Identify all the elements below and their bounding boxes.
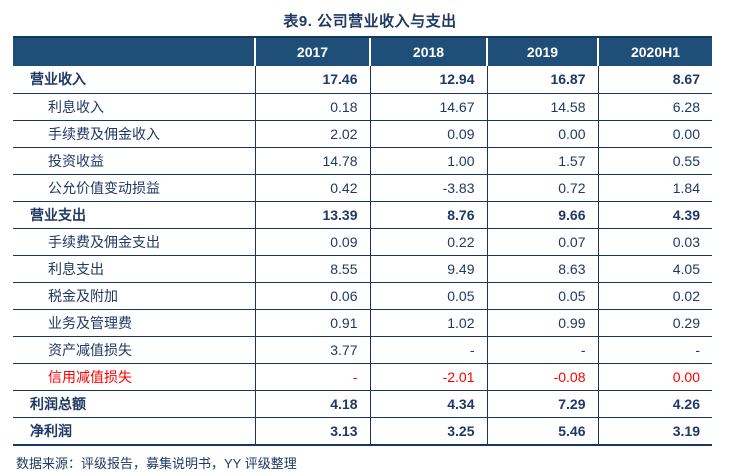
row-label: 手续费及佣金收入 [13,119,255,147]
cell-value: 4.39 [597,200,712,228]
cell-value: 3.77 [254,335,370,363]
table-row-interest-income: 利息收入 0.18 14.67 14.58 6.28 [13,92,712,120]
cell-value: 8.63 [486,254,598,282]
cell-value: -3.83 [369,173,487,201]
cell-value: 0.07 [486,227,598,255]
report-table-page: 表9. 公司营业收入与支出 2017 2018 2019 2020H1 营业收入… [0,10,740,476]
table-row-admin-expense: 业务及管理费 0.91 1.02 0.99 0.29 [13,308,712,336]
cell-value: - [597,335,712,363]
row-label: 资产减值损失 [13,335,255,363]
source-note: 数据来源：评级报告，募集说明书，YY 评级整理 [16,456,297,471]
cell-value: 0.55 [597,146,712,174]
cell-value: 14.78 [254,146,370,174]
cell-value: - [369,335,487,363]
column-header-2018: 2018 [369,38,487,66]
row-label: 信用减值损失 [13,362,255,390]
cell-value: 1.57 [486,146,598,174]
cell-value: 1.84 [597,173,712,201]
cell-value: -2.01 [369,362,487,390]
table-header: 2017 2018 2019 2020H1 [13,38,712,66]
cell-value: 3.13 [254,416,370,444]
cell-value: 14.58 [486,92,598,120]
cell-value: 12.94 [369,66,487,93]
cell-value: 3.25 [369,416,487,444]
cell-value: 0.22 [369,227,487,255]
table-row-fee-commission-expense: 手续费及佣金支出 0.09 0.22 0.07 0.03 [13,227,712,255]
cell-value: 8.67 [597,66,712,93]
cell-value: 0.03 [597,227,712,255]
table-row-fee-commission-income: 手续费及佣金收入 2.02 0.09 0.00 0.00 [13,119,712,147]
cell-value: 0.00 [597,119,712,147]
cell-value: 1.02 [369,308,487,336]
cell-value: 14.67 [369,92,487,120]
cell-value: 8.55 [254,254,370,282]
row-label: 净利润 [13,416,255,444]
row-label: 利润总额 [13,389,255,417]
cell-value: 0.18 [254,92,370,120]
cell-value: 4.05 [597,254,712,282]
table-row-net-profit: 净利润 3.13 3.25 5.46 3.19 [13,416,712,444]
column-header-2019: 2019 [486,38,598,66]
cell-value: 9.49 [369,254,487,282]
cell-value: 3.19 [597,416,712,444]
table-row-interest-expense: 利息支出 8.55 9.49 8.63 4.05 [13,254,712,282]
table-row-operating-expense: 营业支出 13.39 8.76 9.66 4.39 [13,200,712,228]
cell-value: 4.34 [369,389,487,417]
cell-value: 8.76 [369,200,487,228]
row-label: 利息支出 [13,254,255,282]
cell-value: 0.09 [254,227,370,255]
row-label: 公允价值变动损益 [13,173,255,201]
header-row: 2017 2018 2019 2020H1 [13,38,712,66]
revenue-expense-table: 2017 2018 2019 2020H1 营业收入 17.46 12.94 1… [13,38,712,444]
cell-value: 0.09 [369,119,487,147]
cell-value: - [486,335,598,363]
cell-value: 0.91 [254,308,370,336]
cell-value: 0.72 [486,173,598,201]
cell-value: 5.46 [486,416,598,444]
row-label: 营业支出 [13,200,255,228]
cell-value: 0.00 [486,119,598,147]
cell-value: 4.26 [597,389,712,417]
cell-value: 2.02 [254,119,370,147]
row-label: 营业收入 [30,71,86,88]
cell-value: 16.87 [486,66,598,93]
column-header-2020h1: 2020H1 [597,38,712,66]
cell-value: 17.46 [254,66,370,93]
cell-value: 1.00 [369,146,487,174]
table-row-asset-impairment-loss: 资产减值损失 3.77 - - - [13,335,712,363]
cell-value: 0.42 [254,173,370,201]
cell-value: 4.18 [254,389,370,417]
table-title: 表9. 公司营业收入与支出 [283,13,457,30]
header-label-blank [13,38,255,66]
row-label: 投资收益 [13,146,255,174]
cell-value: 0.00 [597,362,712,390]
table-row-fair-value-change: 公允价值变动损益 0.42 -3.83 0.72 1.84 [13,173,712,201]
table-row-taxes-surcharges: 税金及附加 0.06 0.05 0.05 0.02 [13,281,712,309]
table-row-operating-revenue: 营业收入 17.46 12.94 16.87 8.67 [13,66,712,93]
table-row-credit-impairment-loss: 信用减值损失 - -2.01 -0.08 0.00 [13,362,712,390]
table-row-investment-income: 投资收益 14.78 1.00 1.57 0.55 [13,146,712,174]
cell-value: 0.06 [254,281,370,309]
cell-value: 7.29 [486,389,598,417]
table-row-total-profit: 利润总额 4.18 4.34 7.29 4.26 [13,389,712,417]
table-body: 营业收入 17.46 12.94 16.87 8.67 利息收入 0.18 14… [13,66,712,444]
cell-value: 9.66 [486,200,598,228]
cell-value: 13.39 [254,200,370,228]
cell-value: 0.05 [486,281,598,309]
row-label: 业务及管理费 [13,308,255,336]
row-label: 利息收入 [13,92,255,120]
table-container: 2017 2018 2019 2020H1 营业收入 17.46 12.94 1… [13,36,712,446]
cell-value: 0.99 [486,308,598,336]
cell-value: 6.28 [597,92,712,120]
cell-value: 0.05 [369,281,487,309]
cell-value: 0.29 [597,308,712,336]
row-label: 手续费及佣金支出 [13,227,255,255]
cell-value: 0.02 [597,281,712,309]
cell-value: -0.08 [486,362,598,390]
cell-value: - [254,362,370,390]
row-label: 税金及附加 [13,281,255,309]
column-header-2017: 2017 [254,38,370,66]
